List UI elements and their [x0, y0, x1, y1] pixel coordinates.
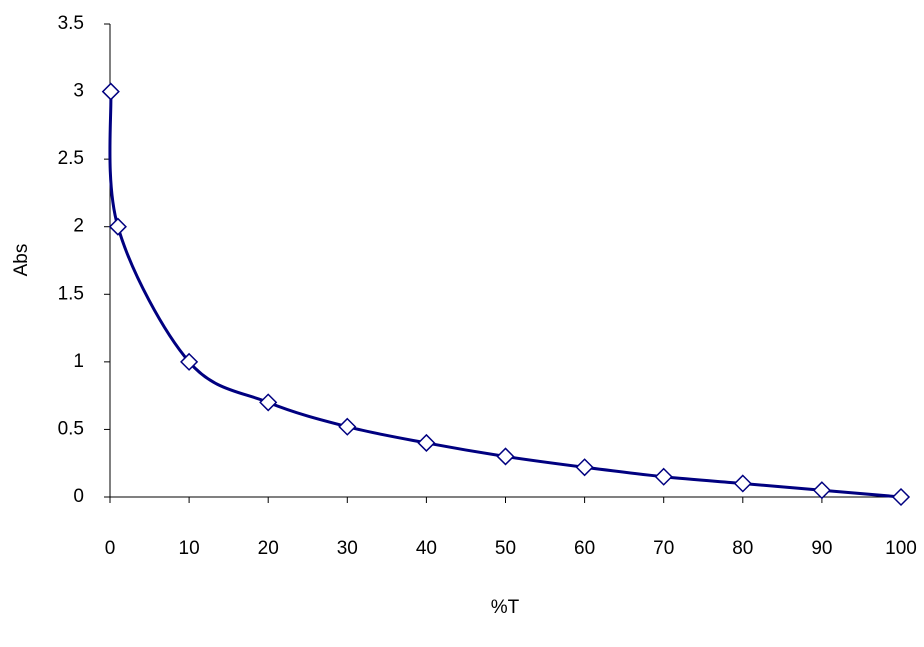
x-tick-label: 90 — [811, 538, 832, 559]
x-tick-label: 10 — [179, 538, 200, 559]
y-axis-label: Abs — [11, 244, 32, 277]
x-tick-label: 60 — [574, 538, 595, 559]
y-tick-label: 2 — [73, 216, 84, 237]
y-tick-label: 1 — [73, 351, 84, 372]
data-point — [893, 489, 909, 505]
x-tick-label: 80 — [732, 538, 753, 559]
data-point — [735, 475, 751, 491]
data-point — [110, 219, 126, 235]
data-point — [339, 419, 355, 435]
data-line — [110, 92, 901, 497]
data-point — [814, 482, 830, 498]
data-point — [498, 448, 514, 464]
chart: %T Abs 0 0.5 1 1.5 2 2.5 3 3.5 0 10 20 30 40 50 60 70 80… — [0, 0, 924, 647]
data-point — [577, 459, 593, 475]
y-tick-label: 0 — [73, 486, 84, 507]
x-tick-label: 50 — [495, 538, 516, 559]
y-tick-label: 2.5 — [58, 148, 84, 169]
x-tick-label: 20 — [258, 538, 279, 559]
y-tick-label: 3 — [73, 81, 84, 102]
x-tick-label: 70 — [653, 538, 674, 559]
x-tick-label: 30 — [337, 538, 358, 559]
x-axis-label: %T — [491, 597, 520, 618]
data-point — [418, 435, 434, 451]
y-tick-label: 0.5 — [58, 418, 84, 439]
y-tick-label: 1.5 — [58, 283, 84, 304]
x-tick-label: 0 — [105, 538, 116, 559]
y-tick-label: 3.5 — [58, 13, 84, 34]
data-point — [656, 469, 672, 485]
data-point — [103, 84, 119, 100]
x-tick-label: 40 — [416, 538, 437, 559]
data-point — [260, 394, 276, 410]
x-tick-label: 100 — [885, 538, 917, 559]
